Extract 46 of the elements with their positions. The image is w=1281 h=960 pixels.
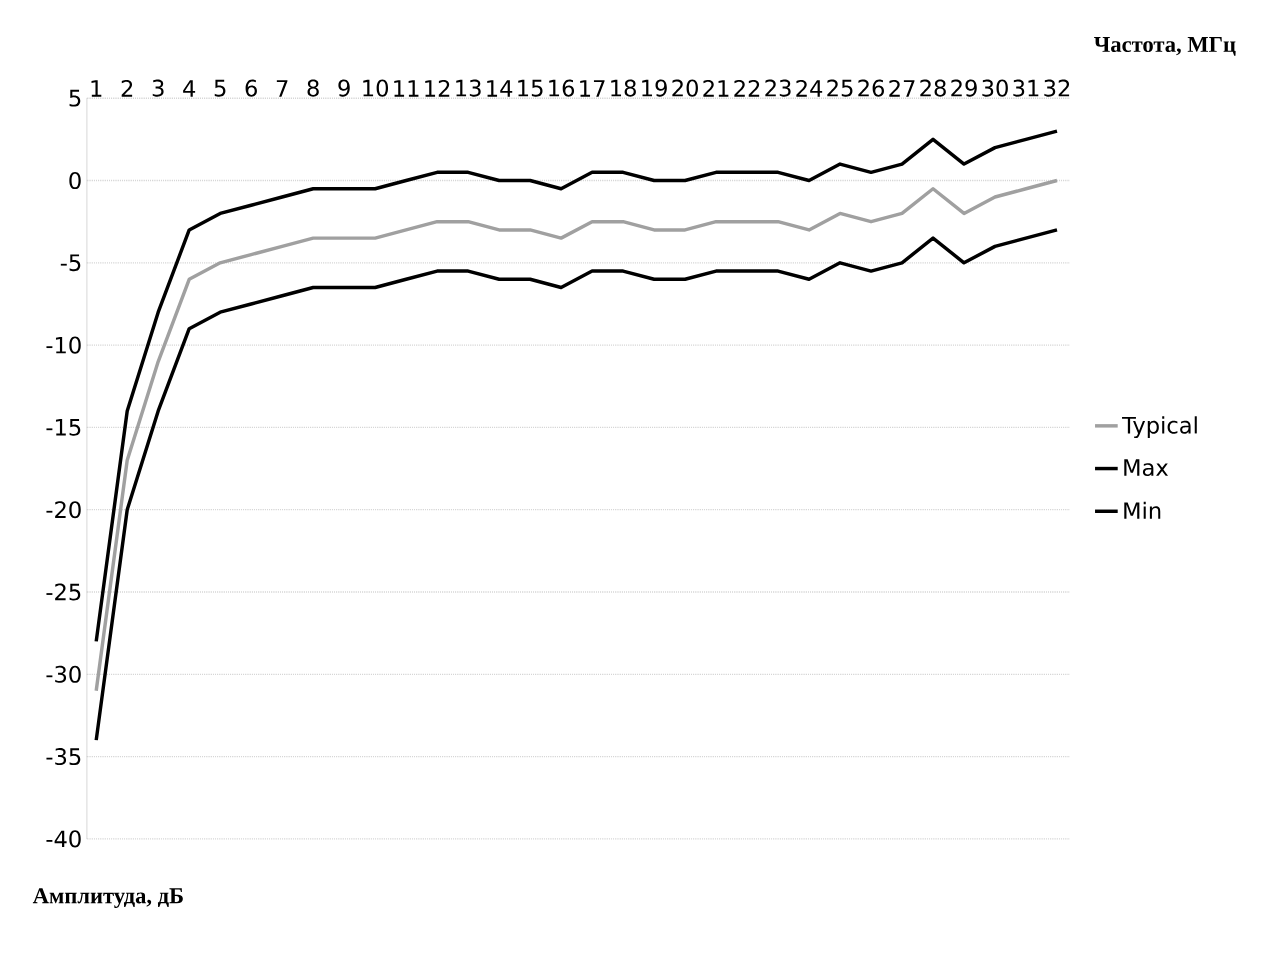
- x-tick-label: 15: [518, 79, 543, 97]
- x-tick-label: 17: [580, 80, 605, 97]
- y-axis-title: Амплитуда, дБ: [32, 888, 183, 909]
- x-tick-label: 20: [672, 79, 698, 97]
- x-tick-label: 14: [487, 80, 513, 97]
- x-tick-label: 23: [765, 79, 791, 97]
- x-tick-label: 2: [121, 79, 133, 97]
- y-tick-label: -20: [46, 501, 81, 519]
- y-tick-label: -30: [46, 665, 81, 683]
- x-tick-label: 29: [951, 79, 977, 97]
- x-tick-label: 13: [456, 79, 481, 97]
- x-tick-label: 8: [307, 79, 319, 97]
- x-tick-label: 19: [642, 79, 667, 97]
- x-tick-label: 11: [394, 80, 419, 97]
- y-tick-label: 0: [69, 172, 81, 190]
- y-tick-label: -15: [46, 419, 81, 436]
- x-tick-label: 22: [734, 79, 760, 97]
- x-tick-label: 6: [245, 79, 257, 97]
- x-tick-label: 4: [183, 80, 196, 97]
- x-tick-label: 16: [549, 79, 575, 97]
- x-tick-label: 27: [889, 79, 915, 97]
- x-tick-label: 21: [703, 79, 729, 97]
- x-tick-label: 9: [338, 79, 350, 97]
- y-tick-label: -10: [46, 336, 81, 354]
- x-tick-label: 1: [91, 80, 102, 97]
- x-tick-label: 3: [152, 79, 164, 97]
- x-tick-label: 28: [920, 79, 946, 97]
- x-tick-label: 10: [363, 79, 389, 97]
- y-tick-label: -35: [46, 748, 81, 766]
- x-tick-label: 31: [1013, 79, 1039, 97]
- x-tick-label: 25: [827, 79, 853, 97]
- x-tick-label: 5: [214, 79, 226, 97]
- y-tick-label: -5: [60, 254, 81, 272]
- y-tick-label: -25: [46, 583, 81, 601]
- legend-label: Min: [1124, 501, 1161, 519]
- x-tick-label: 32: [1044, 79, 1070, 97]
- legend-label: Max: [1124, 459, 1169, 477]
- x-tick-label: 30: [982, 79, 1008, 97]
- x-tick-label: 12: [425, 79, 450, 97]
- x-tick-label: 7: [276, 80, 288, 97]
- y-tick-label: -40: [46, 830, 81, 848]
- x-tick-label: 24: [796, 79, 823, 97]
- x-tick-label: 18: [611, 79, 636, 97]
- x-axis-title: Частота, МГц: [1094, 37, 1236, 56]
- legend-label: Typical: [1122, 416, 1197, 439]
- x-tick-label: 26: [858, 79, 884, 97]
